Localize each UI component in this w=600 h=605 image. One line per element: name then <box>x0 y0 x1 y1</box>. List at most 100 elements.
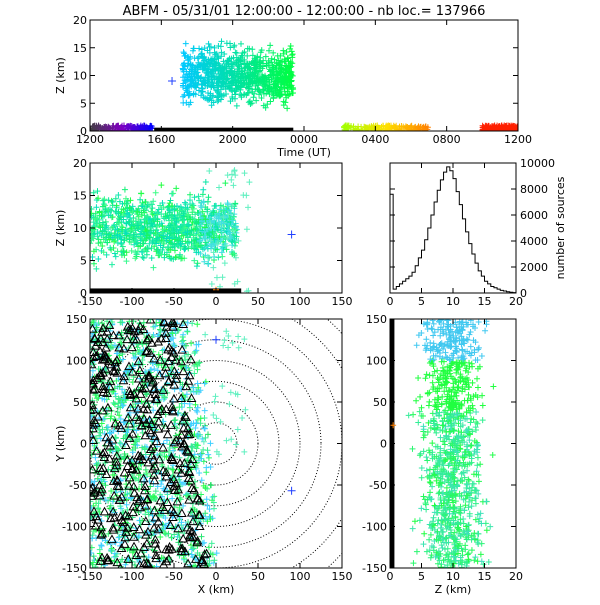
source-marker <box>236 345 242 351</box>
source-marker <box>213 393 219 399</box>
source-marker <box>230 340 236 346</box>
source-marker <box>228 177 234 183</box>
source-marker <box>149 255 155 261</box>
source-marker <box>490 384 496 390</box>
source-marker <box>211 557 217 563</box>
source-marker <box>92 455 98 461</box>
source-marker <box>180 100 186 106</box>
x-axis-label: X (km) <box>198 583 235 596</box>
source-marker <box>108 547 114 553</box>
source-marker <box>232 167 238 173</box>
x-tick-label: 15 <box>478 295 492 308</box>
source-marker <box>210 494 216 500</box>
source-marker <box>209 281 215 287</box>
source-marker <box>205 199 211 205</box>
source-marker <box>211 506 217 512</box>
source-marker <box>284 105 290 111</box>
source-marker <box>104 252 110 258</box>
time-height-frame <box>90 20 518 131</box>
source-marker <box>419 465 425 471</box>
source-marker <box>221 337 227 343</box>
source-marker <box>210 265 216 271</box>
y-tick-label: 0 <box>80 438 87 451</box>
source-marker <box>468 443 474 449</box>
source-marker <box>91 553 97 559</box>
source-marker <box>185 329 191 335</box>
source-marker <box>406 412 412 418</box>
source-marker <box>97 497 103 503</box>
source-marker <box>129 248 135 254</box>
source-marker <box>180 337 186 343</box>
source-marker <box>196 46 202 52</box>
source-marker <box>219 38 225 44</box>
x-tick-label: 2000 <box>219 133 247 146</box>
y-tick-label: -150 <box>62 562 87 575</box>
y-tick-label: 5 <box>80 97 87 110</box>
source-marker <box>475 346 481 352</box>
source-marker <box>138 191 144 197</box>
source-marker <box>117 440 123 446</box>
source-marker <box>439 394 445 400</box>
source-marker <box>423 336 429 342</box>
source-marker <box>164 437 170 443</box>
y-tick-label: 15 <box>73 42 87 55</box>
source-marker <box>244 226 250 232</box>
source-marker <box>157 534 163 540</box>
source-marker <box>206 455 212 461</box>
source-marker <box>199 477 205 483</box>
source-marker <box>243 192 249 198</box>
y-tick-label: 10 <box>73 70 87 83</box>
source-marker <box>214 275 220 281</box>
source-marker <box>222 260 228 266</box>
x-tick-label: 150 <box>332 295 353 308</box>
source-marker <box>199 47 205 53</box>
source-marker <box>209 540 215 546</box>
source-marker <box>198 203 204 209</box>
y-tick-label: 5 <box>80 255 87 268</box>
source-marker <box>197 452 203 458</box>
source-marker <box>208 482 214 488</box>
source-marker <box>172 417 178 423</box>
source-marker <box>88 550 94 556</box>
source-marker <box>219 383 225 389</box>
source-marker <box>194 409 200 415</box>
source-marker <box>206 168 212 174</box>
source-marker <box>218 49 224 55</box>
source-marker <box>410 412 416 418</box>
source-marker <box>290 90 296 96</box>
source-marker <box>471 557 477 563</box>
source-marker <box>480 417 486 423</box>
y-tick-label: 0 <box>520 287 527 300</box>
source-marker <box>150 198 156 204</box>
source-marker <box>102 416 108 422</box>
source-marker <box>204 447 210 453</box>
source-marker <box>123 258 129 264</box>
source-marker <box>212 336 220 344</box>
source-marker <box>192 55 198 61</box>
flash-origin-marker <box>164 431 172 438</box>
y-axis-label: Z (km) <box>54 210 67 247</box>
source-marker <box>267 42 273 48</box>
source-marker <box>474 462 480 468</box>
source-marker <box>220 274 226 280</box>
x-axis-label: Time (UT) <box>276 146 331 159</box>
source-marker <box>98 542 104 548</box>
source-marker <box>195 381 201 387</box>
source-marker <box>212 399 218 405</box>
source-marker <box>172 386 178 392</box>
source-marker <box>228 389 234 395</box>
flash-origin-marker <box>178 346 186 353</box>
source-marker <box>267 98 273 104</box>
flash-origin-marker <box>190 486 198 493</box>
source-marker <box>207 440 213 446</box>
y-axis-label: Z (km) <box>54 57 67 94</box>
source-marker <box>245 204 251 210</box>
x-tick-label: 100 <box>290 295 311 308</box>
y-tick-label: 15 <box>73 190 87 203</box>
source-marker <box>196 470 202 476</box>
source-marker <box>288 487 296 495</box>
